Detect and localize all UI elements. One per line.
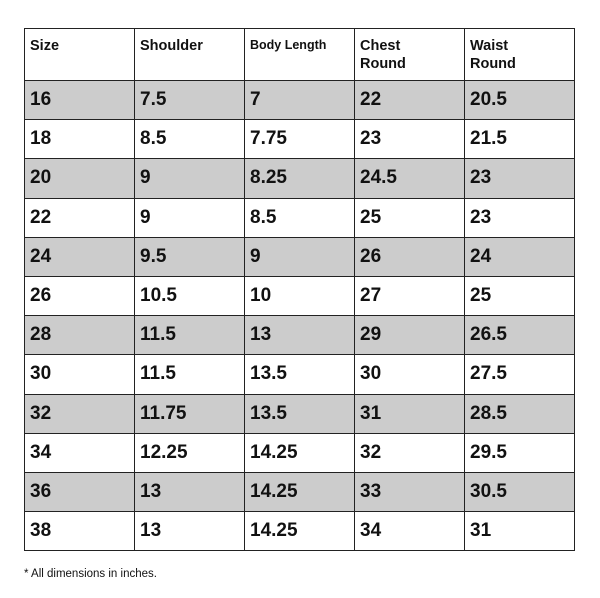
- header-chest-round: Chest Round: [354, 28, 465, 81]
- cell-chest-round: 29: [354, 315, 465, 356]
- cell-size: 16: [24, 79, 135, 121]
- cell-body-length: 14.25: [244, 432, 355, 473]
- cell-size: 20: [24, 158, 135, 199]
- cell-size: 24: [24, 236, 135, 277]
- table-row: 20 9 8.25 24.5 23: [24, 158, 575, 199]
- table-row: 26 10.5 10 27 25: [24, 275, 575, 317]
- cell-waist-round: 23: [464, 158, 575, 199]
- cell-body-length: 9: [244, 236, 355, 277]
- cell-waist-round: 21.5: [464, 119, 575, 160]
- cell-waist-round: 29.5: [464, 432, 575, 473]
- cell-size: 28: [24, 315, 135, 356]
- cell-body-length: 7.75: [244, 119, 355, 160]
- cell-shoulder: 9: [134, 197, 245, 238]
- table-body: 16 7.5 7 22 20.5 18 8.5 7.75 23 21.5 20 9 8.25 24.5 23…: [24, 79, 575, 552]
- table-row: 18 8.5 7.75 23 21.5: [24, 119, 575, 160]
- cell-waist-round: 20.5: [464, 79, 575, 121]
- table-row: 28 11.5 13 29 26.5: [24, 315, 575, 356]
- cell-chest-round: 23: [354, 119, 465, 160]
- cell-waist-round: 24: [464, 236, 575, 277]
- cell-shoulder: 11.75: [134, 393, 245, 434]
- cell-chest-round: 27: [354, 275, 465, 317]
- cell-waist-round: 27.5: [464, 354, 575, 395]
- cell-body-length: 8.25: [244, 158, 355, 199]
- size-chart-table: Size Shoulder Body Length Chest Round Wa…: [24, 28, 575, 552]
- cell-size: 30: [24, 354, 135, 395]
- cell-body-length: 10: [244, 275, 355, 317]
- cell-chest-round: 26: [354, 236, 465, 277]
- cell-body-length: 14.25: [244, 471, 355, 513]
- cell-size: 18: [24, 119, 135, 160]
- footnote: * All dimensions in inches.: [24, 568, 157, 580]
- cell-chest-round: 22: [354, 79, 465, 121]
- cell-body-length: 13.5: [244, 354, 355, 395]
- cell-size: 38: [24, 511, 135, 552]
- table-row: 16 7.5 7 22 20.5: [24, 79, 575, 121]
- cell-shoulder: 13: [134, 511, 245, 552]
- cell-shoulder: 10.5: [134, 275, 245, 317]
- cell-chest-round: 30: [354, 354, 465, 395]
- table-row: 34 12.25 14.25 32 29.5: [24, 432, 575, 473]
- cell-waist-round: 25: [464, 275, 575, 317]
- cell-shoulder: 9.5: [134, 236, 245, 277]
- cell-size: 26: [24, 275, 135, 317]
- table-row: 36 13 14.25 33 30.5: [24, 471, 575, 513]
- cell-body-length: 13: [244, 315, 355, 356]
- cell-chest-round: 31: [354, 393, 465, 434]
- cell-waist-round: 23: [464, 197, 575, 238]
- header-waist-round: Waist Round: [464, 28, 575, 81]
- cell-waist-round: 30.5: [464, 471, 575, 513]
- cell-body-length: 13.5: [244, 393, 355, 434]
- table-row: 30 11.5 13.5 30 27.5: [24, 354, 575, 395]
- cell-size: 36: [24, 471, 135, 513]
- cell-shoulder: 8.5: [134, 119, 245, 160]
- cell-shoulder: 9: [134, 158, 245, 199]
- cell-chest-round: 24.5: [354, 158, 465, 199]
- cell-size: 32: [24, 393, 135, 434]
- cell-shoulder: 11.5: [134, 315, 245, 356]
- table-row: 24 9.5 9 26 24: [24, 236, 575, 277]
- cell-shoulder: 12.25: [134, 432, 245, 473]
- cell-size: 34: [24, 432, 135, 473]
- cell-waist-round: 28.5: [464, 393, 575, 434]
- header-shoulder: Shoulder: [134, 28, 245, 81]
- header-size: Size: [24, 28, 135, 81]
- cell-body-length: 8.5: [244, 197, 355, 238]
- cell-shoulder: 7.5: [134, 79, 245, 121]
- cell-size: 22: [24, 197, 135, 238]
- cell-waist-round: 31: [464, 511, 575, 552]
- header-row: Size Shoulder Body Length Chest Round Wa…: [24, 28, 575, 81]
- cell-chest-round: 32: [354, 432, 465, 473]
- table-row: 22 9 8.5 25 23: [24, 197, 575, 238]
- cell-body-length: 7: [244, 79, 355, 121]
- cell-body-length: 14.25: [244, 511, 355, 552]
- cell-shoulder: 11.5: [134, 354, 245, 395]
- cell-chest-round: 25: [354, 197, 465, 238]
- cell-waist-round: 26.5: [464, 315, 575, 356]
- cell-chest-round: 33: [354, 471, 465, 513]
- table-row: 32 11.75 13.5 31 28.5: [24, 393, 575, 434]
- cell-chest-round: 34: [354, 511, 465, 552]
- cell-shoulder: 13: [134, 471, 245, 513]
- table-row: 38 13 14.25 34 31: [24, 511, 575, 552]
- header-body-length: Body Length: [244, 28, 355, 81]
